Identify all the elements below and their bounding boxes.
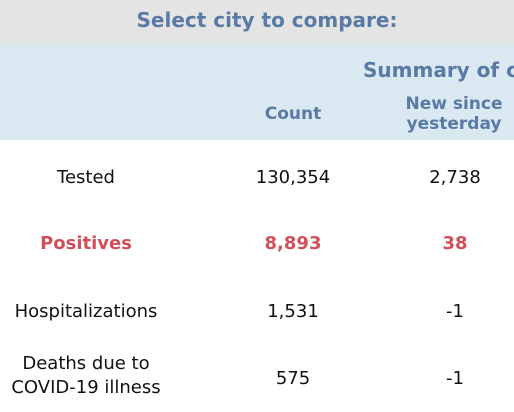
row-label-hospitalizations: Hospitalizations [14, 301, 158, 322]
row-label-deaths-line1: Deaths due to [22, 353, 150, 374]
city-selector-bar[interactable]: Select city to compare: [0, 0, 514, 45]
value-hospitalizations-count: 1,531 [267, 301, 319, 322]
column-header-count: Count [264, 104, 322, 124]
column-header-new-line1: New since [405, 94, 503, 114]
row-label-deaths-line2: COVID-19 illness [11, 377, 161, 398]
value-deaths-count: 575 [275, 368, 311, 389]
summary-title: Summary of co [363, 58, 514, 82]
row-label-tested: Tested [57, 167, 115, 188]
row-label-positives: Positives [40, 233, 132, 254]
row-label-deaths: Deaths due to COVID-19 illness [0, 352, 172, 400]
select-city-label[interactable]: Select city to compare: [136, 8, 398, 32]
value-positives-new: 38 [442, 233, 468, 254]
value-positives-count: 8,893 [264, 233, 322, 254]
column-header-new-line2: yesterday [406, 114, 502, 134]
table-header-band [0, 44, 514, 140]
value-deaths-new: -1 [446, 368, 464, 389]
column-header-new-since-yesterday: New since yesterday [395, 94, 513, 134]
value-hospitalizations-new: -1 [446, 301, 464, 322]
value-tested-new: 2,738 [429, 167, 481, 188]
value-tested-count: 130,354 [255, 167, 331, 188]
